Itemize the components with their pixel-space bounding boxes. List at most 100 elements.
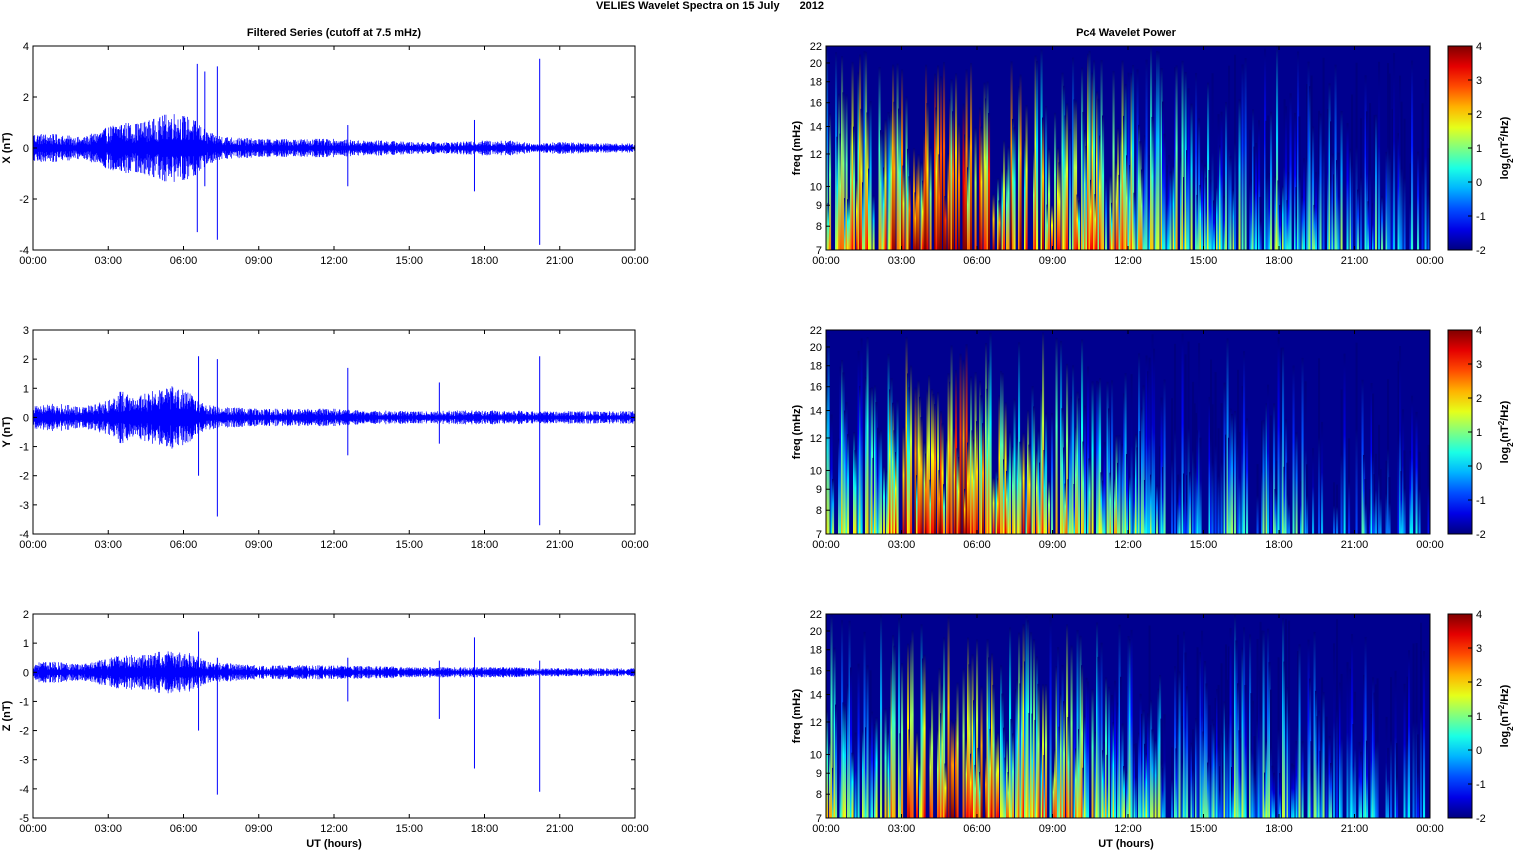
spectrum-y-power-streak: [1022, 432, 1025, 534]
spectrum-y-xtick-label: 00:00: [1416, 539, 1444, 551]
spectrum-x-power-streak: [1081, 67, 1084, 250]
spectrum-z-power-streak: [1054, 749, 1057, 818]
spectrum-y-power-streak: [1118, 435, 1121, 534]
spectrum-x-ytick-label: 10: [810, 181, 822, 193]
spectrum-x-power-streak: [964, 134, 967, 250]
spectrum-x-power-streak: [1213, 200, 1216, 250]
spectrum-x-power-streak: [1061, 72, 1064, 250]
spectrum-x-power-streak: [1012, 118, 1015, 250]
spectrum-z-power-streak: [1049, 616, 1052, 818]
spectrum-y-power-streak: [1084, 405, 1087, 534]
spectrum-x-power-streak: [1058, 162, 1061, 250]
spectrum-z-power-streak: [1057, 647, 1060, 818]
spectrum-y-power-streak: [866, 337, 869, 534]
spectrum-x-power-streak: [1172, 165, 1175, 250]
spectrum-x-power-streak: [1085, 145, 1088, 250]
spectrum-x-ytick-label: 14: [810, 122, 822, 134]
spectrum-z-power-streak: [965, 738, 968, 818]
spectrum-y-power-streak: [1234, 411, 1237, 534]
spectrum-y-power-streak: [962, 360, 965, 534]
spectrum-y-power-streak: [1228, 437, 1231, 534]
spectrum-x-power-streak: [1328, 83, 1331, 250]
spectrum-z-power-streak: [944, 763, 947, 818]
spectrum-z-power-streak: [1001, 693, 1004, 818]
spectrum-y-power-streak: [842, 372, 845, 534]
spectrum-y-power-streak: [1273, 403, 1276, 534]
spectrum-z-power-streak: [1144, 743, 1147, 818]
spectrum-y-power-streak: [1016, 437, 1019, 534]
spectrum-x-power-streak: [1229, 156, 1232, 250]
spectrum-z-power-streak: [892, 635, 895, 818]
spectrum-y-colorbar: -2 -1 0 1 2 3 4 log2(nT2/Hz): [1447, 325, 1515, 541]
spectrum-z-power-streak: [955, 719, 958, 818]
spectrum-y-power-streak: [1409, 450, 1412, 534]
spectrum-x-power-streak: [1082, 111, 1085, 251]
spectrum-z-power-streak: [875, 717, 878, 818]
spectrum-z-power-streak: [863, 631, 866, 818]
spectrum-y-ytick-label: 8: [816, 505, 822, 517]
spectrum-x-power-streak: [1241, 64, 1244, 251]
spectrum-y-ytick-label: 9: [816, 484, 822, 496]
spectrum-y-power-streak: [1060, 340, 1063, 534]
spectrum-x-power-streak: [1351, 94, 1354, 250]
spectrum-y-power-streak: [1135, 434, 1138, 534]
spectrum-z-power-streak: [1270, 689, 1273, 818]
spectrum-z-power-streak: [1150, 700, 1153, 818]
series-y-xtick-label: 03:00: [94, 539, 122, 551]
spectrum-x-power-streak: [1310, 75, 1313, 250]
spectrum-x-power-streak: [1238, 99, 1241, 250]
spectrum-x-power-streak: [1253, 146, 1256, 250]
spectrum-x-power-streak: [968, 136, 971, 250]
spectrum-y-power-streak: [1210, 359, 1213, 534]
spectrum-x-power-streak: [923, 132, 926, 250]
series-z-ytick-label: 2: [23, 609, 29, 621]
spectrum-z-power-streak: [898, 618, 901, 818]
spectrum-y-colorbar-tick-label: 0: [1476, 461, 1482, 473]
spectrum-y-power-streak: [974, 372, 977, 534]
spectrum-y-power-streak: [1415, 411, 1418, 534]
spectrum-x-power-streak: [1138, 124, 1141, 250]
spectrum-z-power-streak: [1142, 709, 1145, 818]
spectrum-y-xtick-label: 09:00: [1039, 539, 1067, 551]
spectrum-y-power-streak: [1081, 339, 1084, 534]
spectrum-z-power-streak: [887, 731, 890, 818]
spectrum-x-power-streak: [1210, 179, 1213, 250]
spectrum-y-power-streak: [1076, 391, 1079, 534]
spectrum-z-power-streak: [937, 729, 940, 818]
series-x-ytick-label: -2: [19, 194, 29, 206]
spectrum-x-power-streak: [1136, 69, 1139, 250]
spectrum-x-power-streak: [983, 82, 986, 251]
spectrum-y-power-streak: [925, 453, 928, 534]
spectrum-z-power-streak: [1181, 716, 1184, 818]
spectrum-x-power-streak: [850, 123, 853, 250]
spectrum-z-power-streak: [1106, 754, 1109, 818]
spectrum-x-power-streak: [1163, 133, 1166, 250]
spectrum-z-power-streak: [1024, 661, 1027, 818]
spectrum-x-power-streak: [1244, 58, 1247, 250]
spectrum-x-power-streak: [1303, 158, 1306, 250]
spectrum-x-power-streak: [1355, 62, 1358, 250]
spectrum-z-power-streak: [907, 643, 910, 818]
spectrum-z-power-streak: [1213, 723, 1216, 818]
spectrum-x-power-streak: [1340, 110, 1343, 250]
spectrum-x-power-streak: [1372, 203, 1375, 250]
spectrum-y-ytick-label: 22: [810, 325, 822, 337]
spectrum-y-power-streak: [940, 411, 943, 534]
spectrum-x-power-streak: [853, 126, 856, 250]
spectrum-z-power-streak: [980, 685, 983, 818]
spectrum-z-power-streak: [1105, 677, 1108, 818]
spectrum-x-power-streak: [937, 65, 940, 251]
spectrum-x-power-streak: [1219, 145, 1222, 250]
spectrum-y-power-streak: [1304, 381, 1307, 534]
spectrum-x-power-streak: [1025, 104, 1028, 250]
spectrum-y-power-streak: [1402, 409, 1405, 534]
spectrum-z-power-streak: [1139, 693, 1142, 818]
spectrum-x-power-streak: [1109, 175, 1112, 250]
spectrum-y-power-streak: [1070, 396, 1073, 534]
spectrum-x-power-streak: [1088, 50, 1091, 251]
spectrum-y-power-streak: [1220, 403, 1223, 534]
spectrum-x-power-streak: [842, 92, 845, 250]
spectrum-z-power-streak: [1117, 702, 1120, 818]
spectrum-y-power-streak: [1126, 454, 1129, 534]
spectrum-z-power-streak: [1177, 634, 1180, 818]
